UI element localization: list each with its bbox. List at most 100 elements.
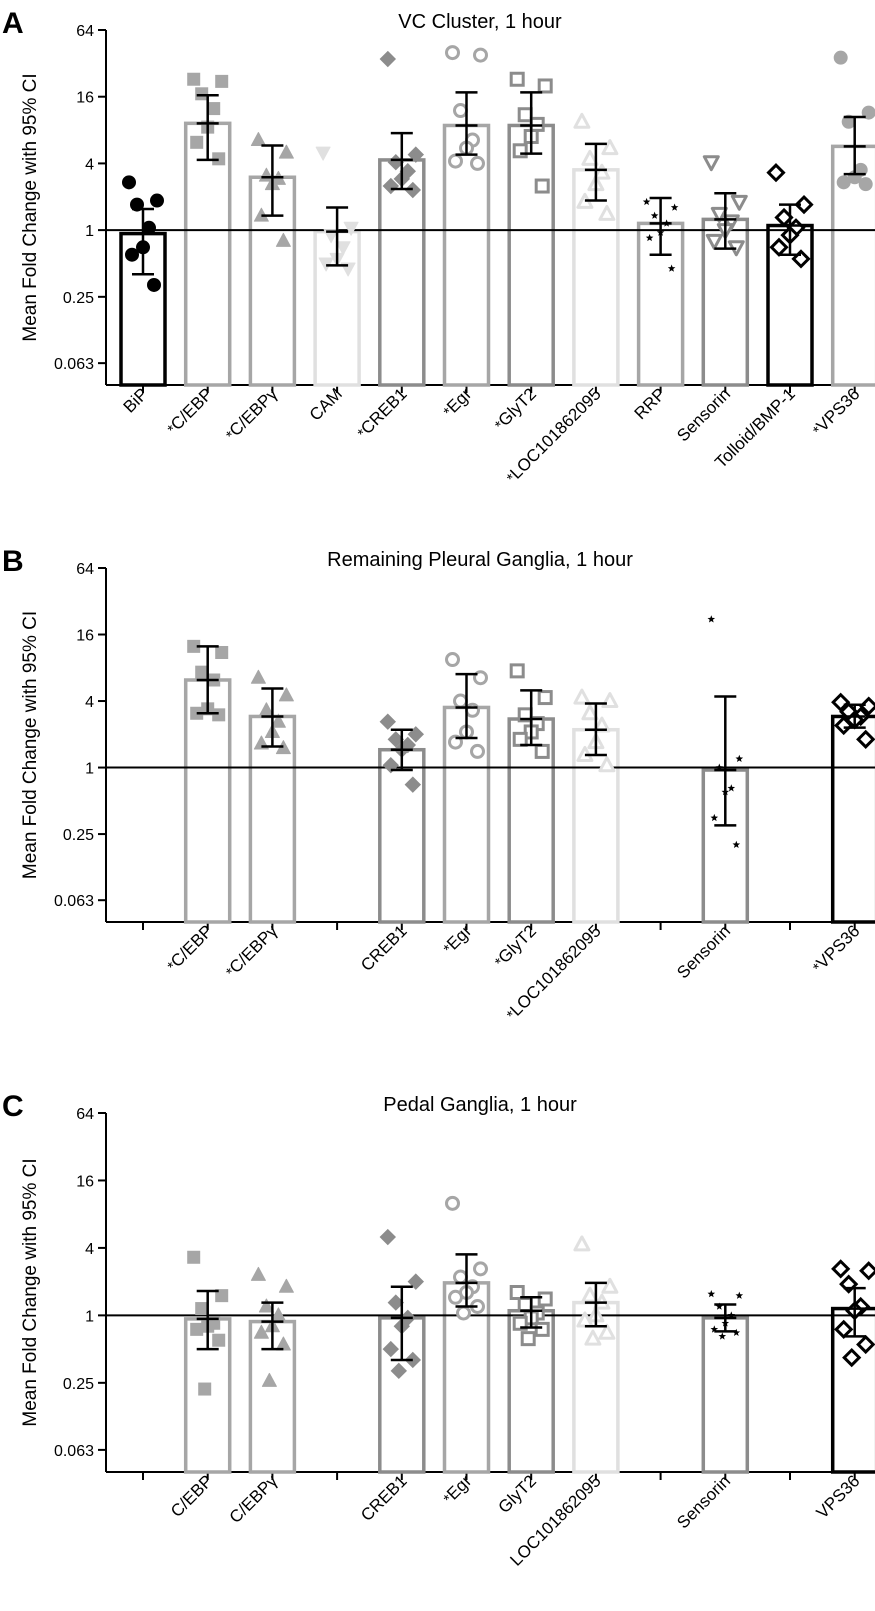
bar-loc101862095 <box>574 1303 618 1472</box>
data-point-glyt2 <box>514 145 526 157</box>
y-tick-label: 1 <box>85 223 94 240</box>
data-point-egr <box>458 1307 470 1319</box>
y-tick-label: 0.063 <box>54 356 94 373</box>
data-point-c-ebp <box>216 646 228 658</box>
data-point-cam <box>316 147 330 160</box>
category-label-c-ebp: C/EBP <box>167 1471 217 1521</box>
y-tick-label: 64 <box>76 561 94 578</box>
y-tick-label: 64 <box>76 23 94 40</box>
y-axis-label: Mean Fold Change with 95% CI <box>20 611 41 879</box>
data-point-vps36 <box>833 1261 848 1276</box>
category-label-sensorin: Sensorin <box>673 384 734 445</box>
data-point-creb1 <box>380 52 395 67</box>
chart-title: Remaining Pleural Ganglia, 1 hour <box>327 549 633 571</box>
data-point-c-ebp <box>208 103 220 115</box>
data-point-vps36 <box>837 176 850 189</box>
data-point-egr <box>472 745 484 757</box>
data-point-c-ebp <box>191 136 203 148</box>
y-tick-label: 1 <box>85 1308 94 1325</box>
category-label-creb1: CREB1 <box>357 1471 411 1525</box>
y-axis-label: Mean Fold Change with 95% CI <box>20 1158 41 1426</box>
data-point-sensorin <box>704 157 718 170</box>
data-point-egr <box>467 704 479 716</box>
data-point-c-ebp- <box>251 133 265 146</box>
panel-c: C Pedal Ganglia, 1 hour Mean Fold Change w… <box>2 1090 875 1570</box>
data-point-egr <box>455 105 467 117</box>
category-label-cam: CAM <box>306 384 346 424</box>
data-point-c-ebp <box>213 1334 225 1346</box>
data-point-c-ebp <box>216 75 228 87</box>
data-point-loc101862095 <box>603 1279 617 1292</box>
chart-title: Pedal Ganglia, 1 hour <box>383 1094 577 1116</box>
data-point-loc101862095 <box>603 141 617 154</box>
category-label-egr: *Egr <box>439 384 476 421</box>
y-axis-label: Mean Fold Change with 95% CI <box>20 73 41 341</box>
data-point-c-ebp- <box>279 688 293 701</box>
bars <box>121 123 875 385</box>
data-point-glyt2 <box>536 1323 548 1335</box>
data-point-bip <box>151 194 164 207</box>
data-point-sensorin <box>708 615 716 622</box>
data-point-sensorin <box>708 1290 716 1297</box>
bar-creb1 <box>380 750 424 922</box>
category-label-vps36: *VPS36 <box>809 384 864 439</box>
category-label-c-ebp-: *C/EBPγ <box>222 921 282 981</box>
data-point-c-ebp- <box>279 145 293 158</box>
category-label-c-ebp-: *C/EBPγ <box>222 384 282 444</box>
data-point-egr <box>447 1197 459 1209</box>
data-point-glyt2 <box>519 1299 531 1311</box>
data-point-c-ebp <box>196 666 208 678</box>
panel-letter: B <box>2 545 24 578</box>
category-label-egr: *Egr <box>439 921 476 958</box>
data-point-sensorin <box>736 755 744 762</box>
data-point-egr <box>450 1291 462 1303</box>
data-point-c-ebp <box>199 1383 211 1395</box>
y-tick-label: 4 <box>85 694 94 711</box>
data-point-glyt2 <box>539 80 551 92</box>
data-point-glyt2 <box>519 109 531 121</box>
data-point-c-ebp <box>188 1251 200 1263</box>
data-point-glyt2 <box>511 73 523 85</box>
data-point-creb1 <box>380 714 395 729</box>
data-point-egr <box>475 49 487 61</box>
y-tick-label: 0.063 <box>54 893 94 910</box>
data-point-glyt2 <box>539 1293 551 1305</box>
panel-letter: C <box>2 1090 24 1123</box>
data-point-c-ebp- <box>251 670 265 683</box>
category-label-glyt2: *GlyT2 <box>490 384 540 434</box>
data-point-c-ebp <box>191 1323 203 1335</box>
y-tick-label: 0.063 <box>54 1443 94 1460</box>
category-label-c-ebp: *C/EBP <box>163 921 217 975</box>
data-point-creb1 <box>380 1230 395 1245</box>
y-tick-label: 0.25 <box>63 290 94 307</box>
panel-b: B Remaining Pleural Ganglia, 1 hour Mean F… <box>2 545 875 1024</box>
data-point-tolloid-bmp-1 <box>769 165 784 180</box>
data-point-egr <box>447 47 459 59</box>
data-point-glyt2 <box>511 665 523 677</box>
data-point-bip <box>126 248 139 261</box>
points <box>123 47 875 292</box>
data-point-rrp <box>671 204 679 211</box>
data-point-bip <box>143 221 156 234</box>
category-label-vps36: *VPS36 <box>809 921 864 976</box>
data-point-sensorin <box>732 196 746 209</box>
y-tick-label: 16 <box>76 90 94 107</box>
category-label-sensorin: Sensorin <box>673 921 734 982</box>
data-point-c-ebp <box>196 88 208 100</box>
data-point-bip <box>148 278 161 291</box>
data-point-c-ebp- <box>279 1279 293 1292</box>
data-point-c-ebp <box>188 73 200 85</box>
y-tick-label: 1 <box>85 761 94 778</box>
y-tick-label: 0.25 <box>63 827 94 844</box>
category-label-glyt2: GlyT2 <box>495 1471 540 1516</box>
y-tick-label: 64 <box>76 1106 94 1123</box>
bar-vps36 <box>833 716 875 922</box>
data-point-egr <box>450 155 462 167</box>
data-point-rrp <box>643 198 651 205</box>
data-point-bip <box>123 176 136 189</box>
category-label-bip: BiP <box>120 384 152 416</box>
category-label-rrp: RRP <box>631 384 670 423</box>
y-tick-label: 0.25 <box>63 1376 94 1393</box>
